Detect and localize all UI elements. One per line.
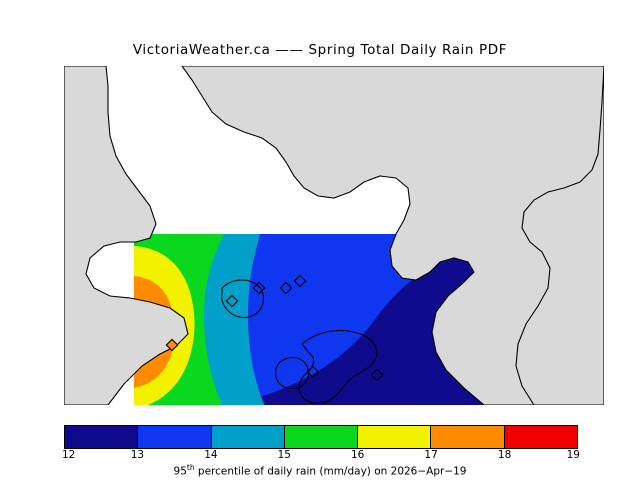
station-marker (225, 294, 239, 308)
colorbar-ticks: 12 13 14 15 16 17 18 19 (0, 449, 640, 465)
colorbar-tick-6: 18 (497, 449, 512, 461)
coastlines (64, 66, 604, 405)
station-markers (165, 274, 384, 382)
station-marker (279, 281, 293, 295)
station-marker (370, 368, 384, 382)
colorbar-tick-1: 13 (130, 449, 145, 461)
island-small-west (221, 279, 265, 319)
colorbar-tick-2: 14 (204, 449, 218, 461)
colorbar (64, 425, 578, 449)
colorbar-band-15-16 (284, 426, 359, 448)
landmass-north (181, 66, 604, 405)
colorbar-band-17-18 (431, 426, 505, 448)
landmass-east (515, 66, 604, 405)
map-canvas (64, 66, 604, 405)
caption-superscript: th (186, 463, 195, 472)
colorbar-band-18-19 (504, 426, 577, 448)
colorbar-tick-3: 15 (277, 449, 291, 461)
station-marker (293, 274, 307, 288)
station-marker (252, 281, 266, 295)
station-marker (306, 365, 320, 379)
colorbar-tick-5: 17 (424, 449, 438, 461)
landmass-west (64, 66, 189, 405)
colorbar-area: 12 13 14 15 16 17 18 19 95th percentile … (0, 418, 640, 480)
colorbar-band-13-14 (138, 426, 212, 448)
colorbar-band-12-13 (65, 426, 139, 448)
colorbar-tick-7: 19 (566, 449, 580, 461)
caption-prefix: 95 (173, 465, 187, 478)
colorbar-band-16-17 (358, 426, 432, 448)
map-panel (64, 66, 604, 405)
colorbar-tick-0: 12 (62, 449, 76, 461)
colorbar-caption: 95th percentile of daily rain (mm/day) o… (0, 463, 640, 478)
colorbar-band-14-15 (211, 426, 285, 448)
caption-rest: percentile of daily rain (mm/day) on 202… (194, 465, 467, 478)
colorbar-tick-4: 16 (351, 449, 365, 461)
station-marker (165, 338, 179, 352)
island-central (274, 356, 310, 390)
page-title: VictoriaWeather.ca —— Spring Total Daily… (132, 42, 508, 58)
